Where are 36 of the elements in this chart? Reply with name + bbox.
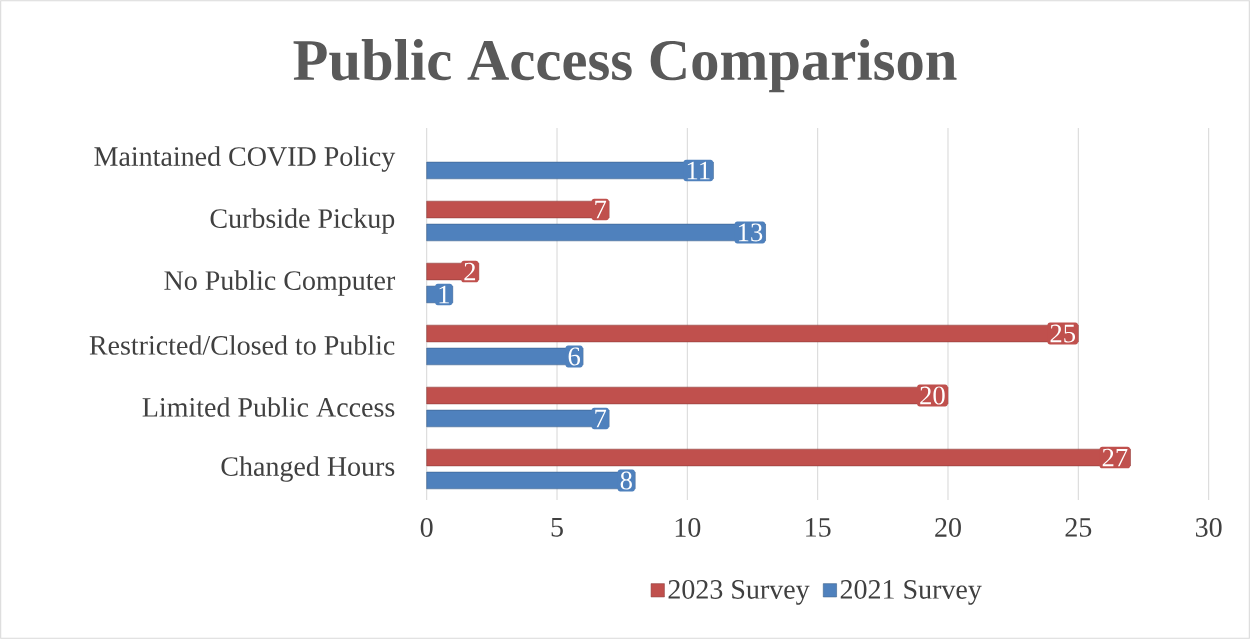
data-label: 1 [439,285,449,304]
data-label: 25 [1050,324,1076,343]
x-tick-label: 20 [935,518,961,537]
data-label: 2 [464,262,476,281]
data-label: 7 [595,200,607,219]
bar [426,448,1131,467]
legend-label: 2023 Survey [668,580,810,605]
data-label: 6 [568,347,581,366]
legend-label: 2021 Survey [840,580,982,605]
data-label: 7 [595,409,607,428]
bar [426,347,584,366]
x-tick-label: 30 [1195,518,1222,537]
y-tick-label: Curbside Pickup [210,208,395,234]
x-tick-label: 0 [420,518,433,537]
x-tick-label: 10 [675,518,701,537]
chart-title: Public Access Comparison [293,39,957,93]
bar [426,471,636,490]
bar [426,324,1079,343]
y-tick-label: Restricted/Closed to Public [89,335,395,355]
x-tick-label: 25 [1065,518,1092,537]
x-tick-label: 15 [806,518,831,537]
bar [426,223,766,242]
bar [426,386,949,405]
data-label: 11 [687,161,710,180]
y-tick-label: Limited Public Access [142,397,395,417]
data-label: 27 [1102,448,1128,467]
data-label: 20 [920,386,945,405]
x-tick-label: 5 [551,518,563,537]
bar [426,409,610,428]
y-tick-label: No Public Computer [164,270,396,296]
data-label: 13 [738,223,763,242]
bar [426,200,610,219]
y-tick-label: Maintained COVID Policy [94,146,396,172]
y-tick-label: Changed Hours [221,456,395,482]
data-label: 8 [620,471,632,490]
bar [426,161,714,180]
